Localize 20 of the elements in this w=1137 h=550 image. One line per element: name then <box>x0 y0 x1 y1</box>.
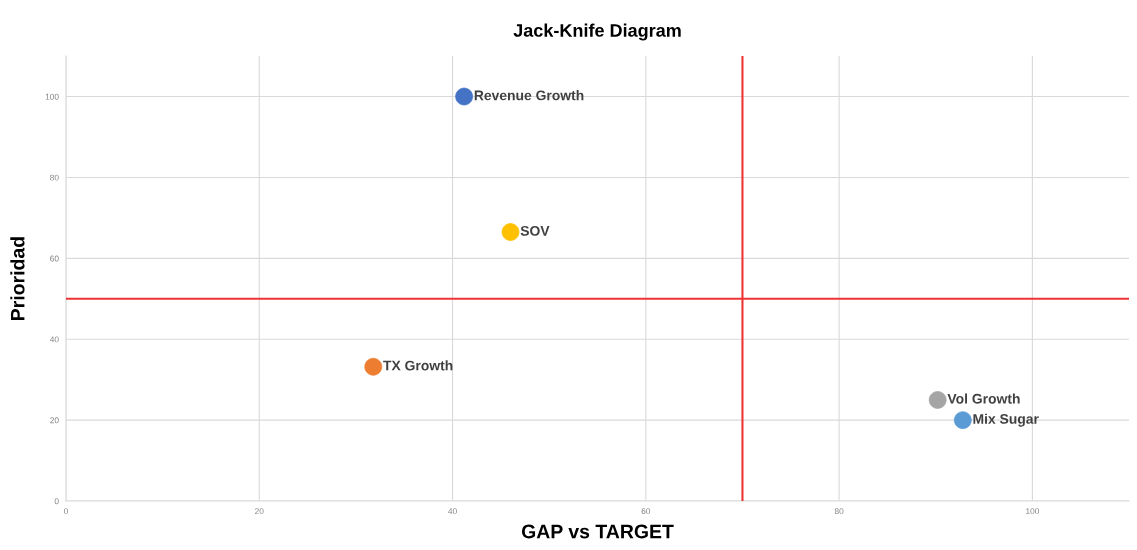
y-axis-title: Prioridad <box>10 237 25 320</box>
series-label: Revenue Growth <box>474 90 584 101</box>
x-tick-label: 20 <box>255 508 264 515</box>
x-tick-label: 0 <box>63 508 68 515</box>
chart-title: Jack-Knife Diagram <box>513 23 681 41</box>
x-tick-label: 40 <box>448 508 457 515</box>
series-label: SOV <box>520 225 550 236</box>
x-tick-label: 60 <box>641 508 651 515</box>
y-tick-label: 80 <box>50 174 59 181</box>
series-label: Mix Sugar <box>973 413 1039 427</box>
y-tick-label: 60 <box>50 255 59 262</box>
y-tick-label: 100 <box>45 93 59 100</box>
x-tick-label: 80 <box>834 508 844 515</box>
series-label: TX Growth <box>383 360 453 371</box>
y-tick-label: 40 <box>49 336 59 343</box>
y-tick-label: 20 <box>50 417 59 424</box>
x-axis-title: GAP vs TARGET <box>521 524 674 539</box>
x-tick-label: 100 <box>1026 508 1040 515</box>
y-tick-label: 0 <box>54 498 59 505</box>
series-label: Vol Growth <box>947 393 1020 404</box>
